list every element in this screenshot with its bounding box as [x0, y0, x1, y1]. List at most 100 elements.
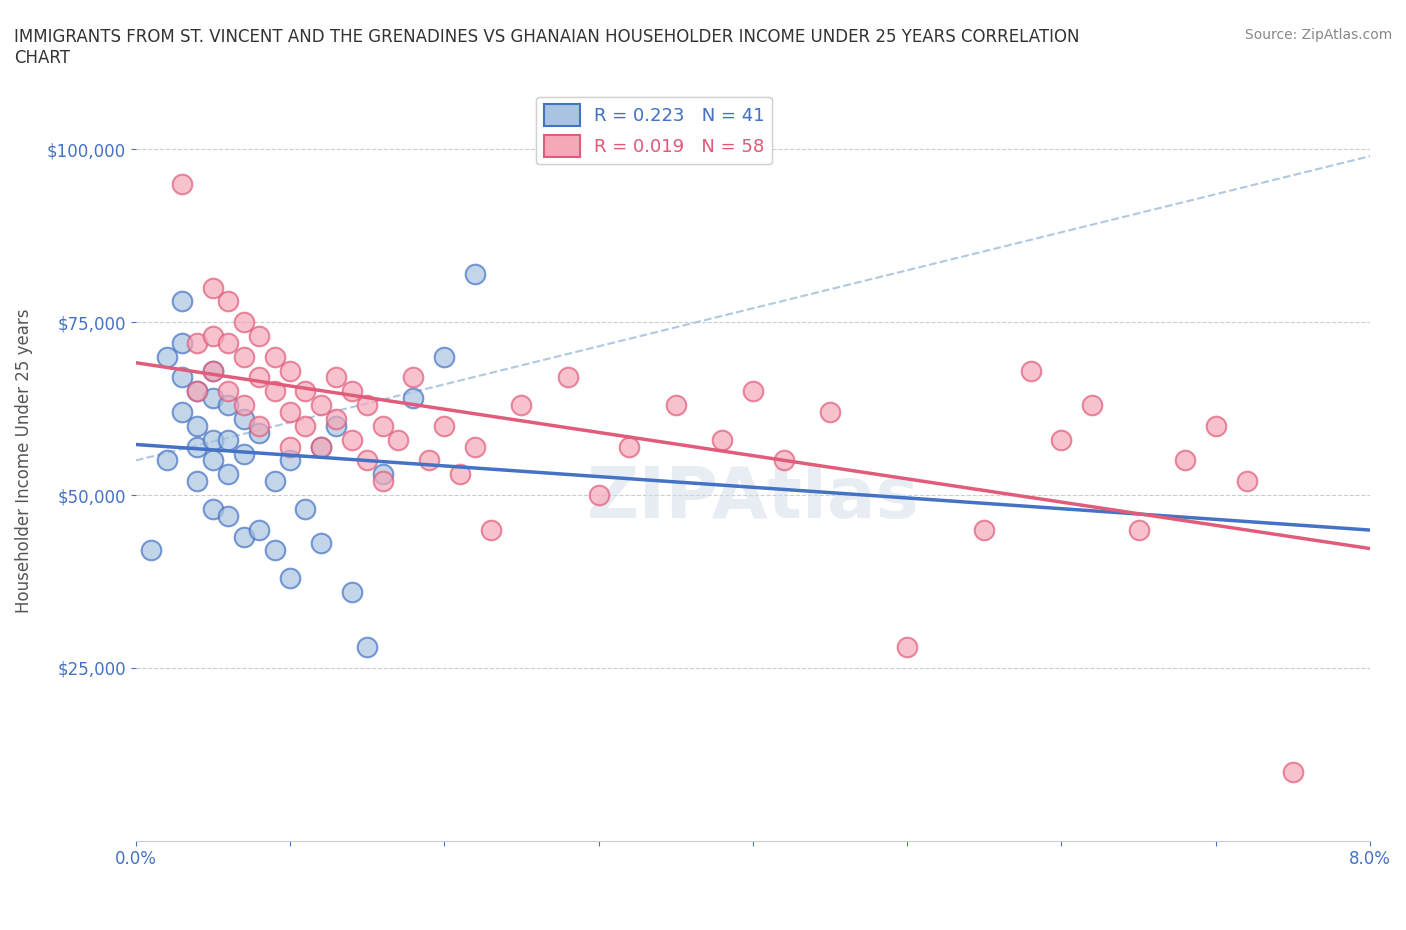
Point	[186, 418, 208, 433]
Point	[232, 446, 254, 461]
Point	[294, 418, 316, 433]
Point	[263, 473, 285, 488]
Point	[201, 280, 224, 295]
Point	[402, 391, 425, 405]
Point	[741, 384, 763, 399]
Point	[201, 453, 224, 468]
Point	[1236, 473, 1258, 488]
Point	[170, 405, 193, 419]
Point	[356, 640, 378, 655]
Point	[371, 467, 394, 482]
Point	[201, 501, 224, 516]
Point	[201, 391, 224, 405]
Point	[186, 384, 208, 399]
Point	[973, 522, 995, 537]
Point	[325, 411, 347, 426]
Point	[201, 328, 224, 343]
Point	[711, 432, 734, 447]
Point	[232, 529, 254, 544]
Point	[1205, 418, 1227, 433]
Point	[1282, 764, 1305, 779]
Point	[247, 522, 270, 537]
Point	[772, 453, 794, 468]
Point	[278, 571, 301, 586]
Point	[340, 384, 363, 399]
Point	[155, 350, 177, 365]
Point	[170, 336, 193, 351]
Point	[247, 425, 270, 440]
Point	[170, 370, 193, 385]
Point	[387, 432, 409, 447]
Point	[325, 370, 347, 385]
Point	[340, 584, 363, 599]
Point	[217, 384, 239, 399]
Point	[170, 294, 193, 309]
Point	[896, 640, 918, 655]
Point	[818, 405, 841, 419]
Point	[217, 294, 239, 309]
Point	[371, 473, 394, 488]
Point	[186, 473, 208, 488]
Point	[263, 543, 285, 558]
Point	[263, 384, 285, 399]
Point	[433, 350, 456, 365]
Point	[1174, 453, 1197, 468]
Point	[278, 363, 301, 378]
Point	[201, 432, 224, 447]
Point	[464, 266, 486, 281]
Point	[588, 487, 610, 502]
Point	[371, 418, 394, 433]
Point	[155, 453, 177, 468]
Point	[557, 370, 579, 385]
Point	[278, 439, 301, 454]
Point	[141, 543, 163, 558]
Point	[665, 398, 688, 413]
Point	[479, 522, 502, 537]
Point	[464, 439, 486, 454]
Point	[340, 432, 363, 447]
Y-axis label: Householder Income Under 25 years: Householder Income Under 25 years	[15, 308, 32, 613]
Point	[217, 509, 239, 524]
Point	[186, 439, 208, 454]
Point	[356, 398, 378, 413]
Point	[278, 405, 301, 419]
Point	[449, 467, 471, 482]
Text: IMMIGRANTS FROM ST. VINCENT AND THE GRENADINES VS GHANAIAN HOUSEHOLDER INCOME UN: IMMIGRANTS FROM ST. VINCENT AND THE GREN…	[14, 28, 1080, 67]
Point	[418, 453, 440, 468]
Text: Source: ZipAtlas.com: Source: ZipAtlas.com	[1244, 28, 1392, 42]
Point	[278, 453, 301, 468]
Point	[1050, 432, 1073, 447]
Point	[356, 453, 378, 468]
Point	[402, 370, 425, 385]
Point	[217, 432, 239, 447]
Point	[232, 350, 254, 365]
Point	[232, 314, 254, 329]
Point	[309, 398, 332, 413]
Point	[201, 363, 224, 378]
Point	[510, 398, 533, 413]
Point	[294, 501, 316, 516]
Point	[247, 328, 270, 343]
Point	[1128, 522, 1150, 537]
Text: ZIPAtlas: ZIPAtlas	[586, 464, 920, 533]
Point	[186, 384, 208, 399]
Point	[217, 467, 239, 482]
Point	[170, 177, 193, 192]
Point	[217, 398, 239, 413]
Point	[247, 370, 270, 385]
Point	[309, 536, 332, 551]
Point	[201, 363, 224, 378]
Legend: R = 0.223   N = 41, R = 0.019   N = 58: R = 0.223 N = 41, R = 0.019 N = 58	[536, 97, 772, 165]
Point	[325, 418, 347, 433]
Point	[186, 336, 208, 351]
Point	[263, 350, 285, 365]
Point	[247, 418, 270, 433]
Point	[232, 411, 254, 426]
Point	[309, 439, 332, 454]
Point	[1019, 363, 1042, 378]
Point	[433, 418, 456, 433]
Point	[294, 384, 316, 399]
Point	[619, 439, 641, 454]
Point	[309, 439, 332, 454]
Point	[217, 336, 239, 351]
